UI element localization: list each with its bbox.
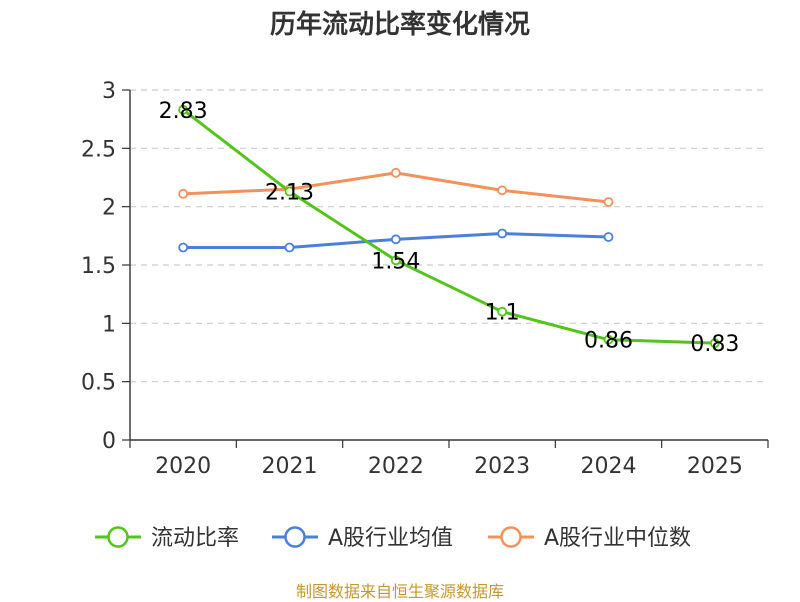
- series-line: [182, 108, 715, 345]
- data-point[interactable]: [497, 306, 508, 317]
- legend-circle-icon: [107, 526, 129, 548]
- legend: 流动比率 A股行业均值 A股行业中位数: [95, 526, 691, 551]
- legend-circle-icon: [500, 526, 522, 548]
- data-label: 2.13: [265, 181, 314, 206]
- data-point[interactable]: [178, 188, 189, 199]
- x-tick-label: 2025: [687, 454, 743, 479]
- data-labels: 2.83 2.13 1.54 1.1 0.86 0.83: [159, 99, 740, 357]
- x-tick-label: 2023: [474, 454, 530, 479]
- y-tick-label: 2: [102, 196, 116, 221]
- data-point[interactable]: [178, 242, 189, 253]
- data-label: 0.83: [690, 332, 739, 357]
- y-tick-label: 1.5: [81, 254, 116, 279]
- legend-item[interactable]: A股行业均值: [272, 526, 453, 551]
- data-point[interactable]: [603, 232, 614, 242]
- legend-label: A股行业中位数: [544, 526, 691, 551]
- data-point[interactable]: [709, 338, 720, 349]
- grid-lines: [130, 89, 768, 383]
- data-point[interactable]: [390, 167, 401, 178]
- data-point[interactable]: [603, 334, 614, 345]
- data-label: 2.83: [159, 99, 208, 124]
- x-tick-label: 2022: [368, 454, 424, 479]
- legend-label: A股行业均值: [328, 526, 453, 551]
- chart-title: 历年流动比率变化情况: [269, 10, 530, 40]
- data-label: 1.1: [485, 301, 520, 326]
- y-tick-label: 0: [102, 429, 116, 454]
- x-tick-label: 2021: [262, 454, 318, 479]
- y-tick-label: 1: [102, 312, 116, 337]
- x-tick-label: 2020: [155, 454, 211, 479]
- data-point[interactable]: [390, 255, 401, 266]
- legend-label: 流动比率: [151, 526, 239, 551]
- data-point[interactable]: [178, 104, 189, 115]
- data-point[interactable]: [390, 234, 401, 245]
- data-point[interactable]: [284, 242, 295, 253]
- data-point[interactable]: [603, 197, 614, 207]
- legend-item[interactable]: A股行业中位数: [488, 526, 691, 551]
- y-tick-label: 3: [102, 79, 116, 104]
- data-label: 1.54: [371, 249, 420, 274]
- data-point[interactable]: [497, 185, 508, 196]
- legend-circle-icon: [284, 526, 306, 548]
- x-tick-label: 2024: [581, 454, 637, 479]
- data-point[interactable]: [284, 186, 295, 197]
- y-tick-label: 0.5: [81, 371, 116, 396]
- data-label: 0.86: [584, 329, 633, 354]
- axes: 0 0.5 1 1.5 2 2.5 3 2020 2021 2022 2023 2024 2025: [81, 79, 769, 479]
- data-point[interactable]: [497, 228, 508, 239]
- series-lines: [178, 104, 720, 349]
- y-tick-label: 2.5: [81, 137, 116, 162]
- data-source-note: 制图数据来自恒生聚源数据库: [295, 582, 504, 601]
- legend-item[interactable]: 流动比率: [95, 526, 239, 551]
